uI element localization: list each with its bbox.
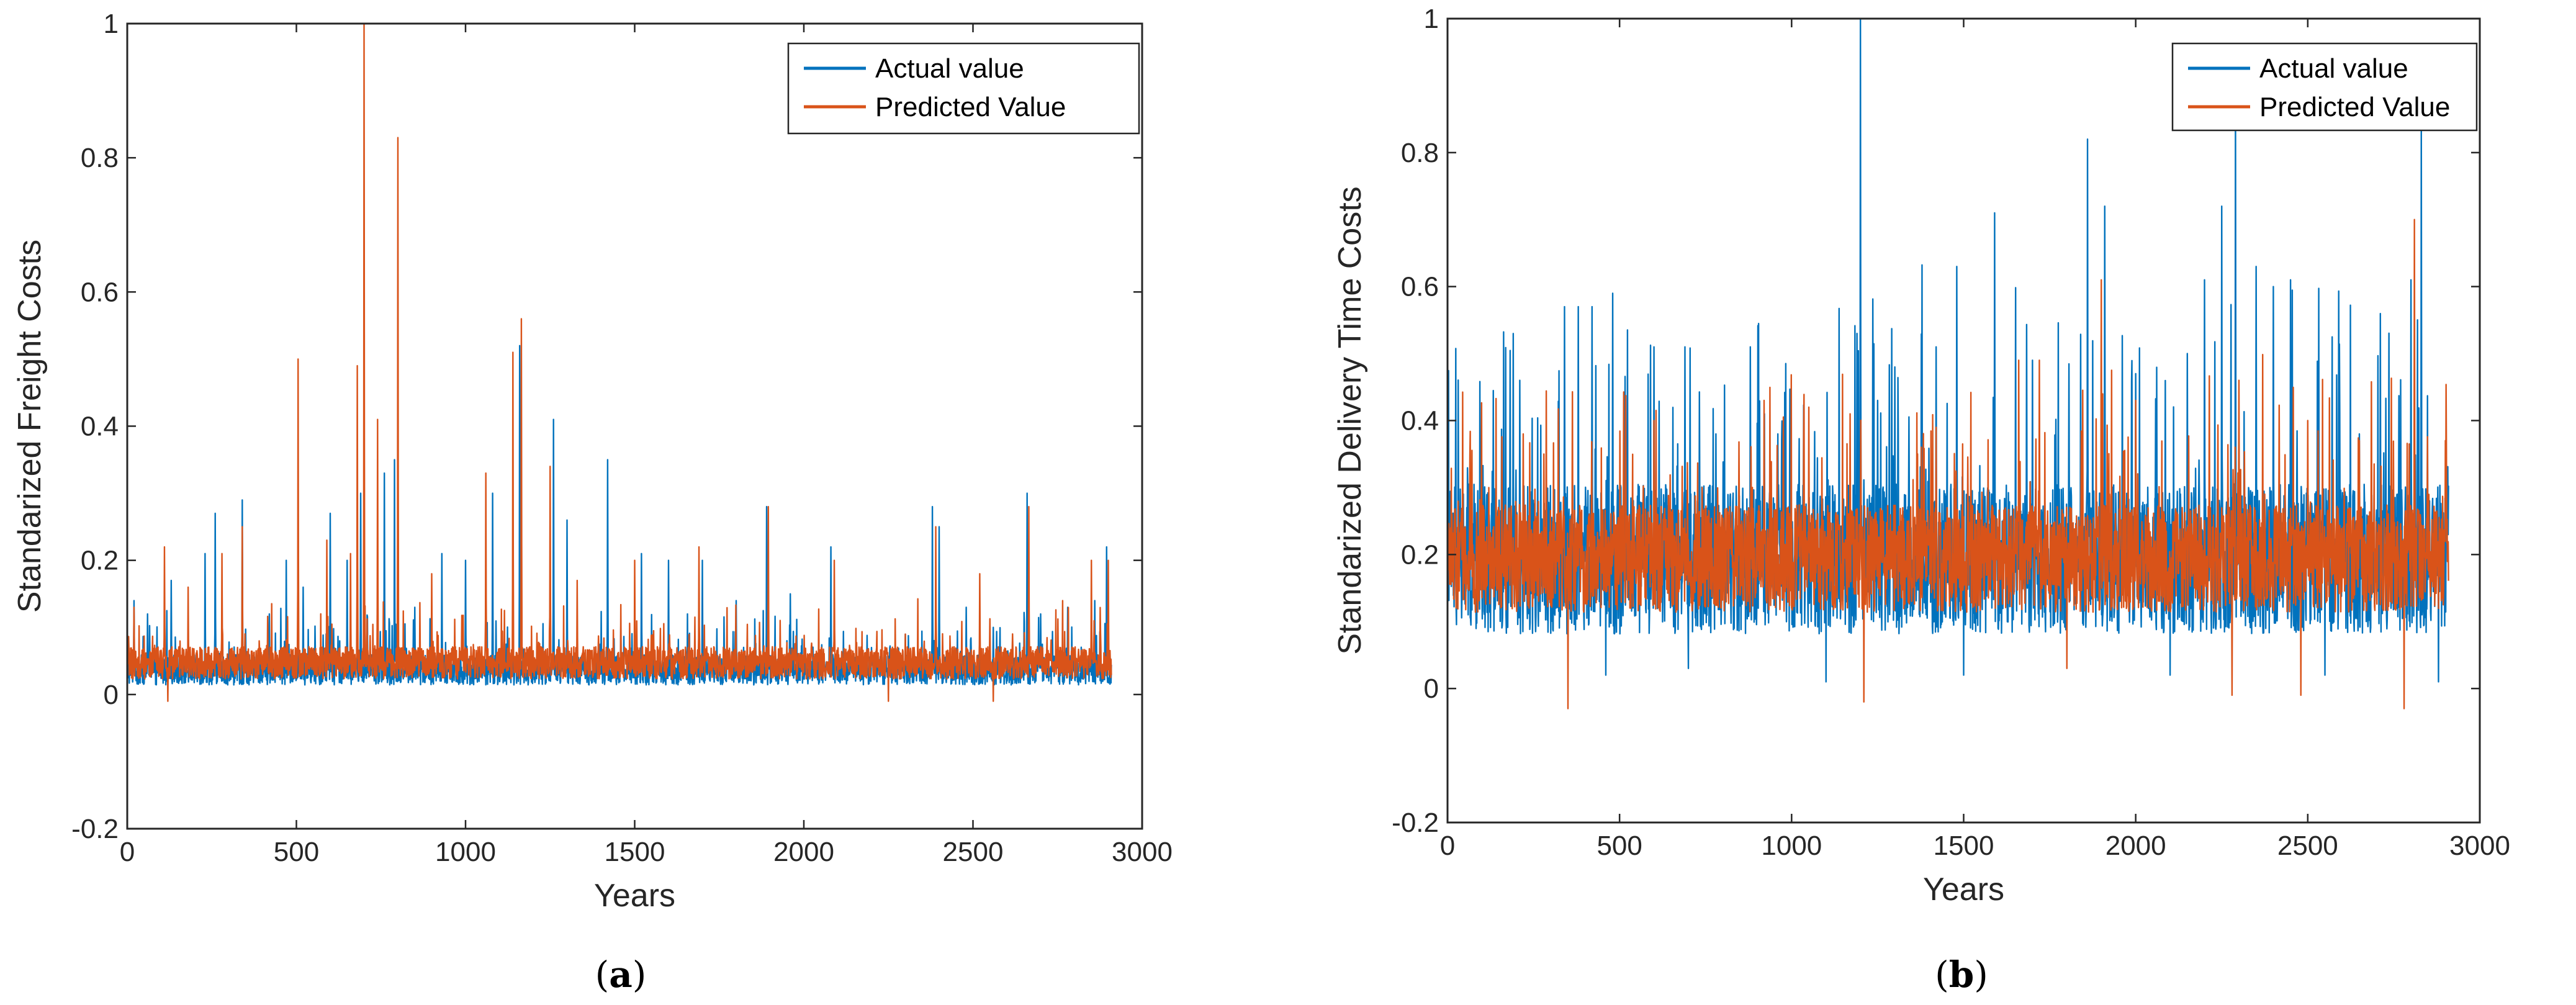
x-tick-label: 500 — [274, 837, 319, 867]
x-tick-label: 3000 — [1112, 837, 1173, 867]
y-tick-label: 0.4 — [81, 412, 119, 442]
y-tick-label: 0.6 — [1401, 272, 1439, 302]
y-tick-label: -0.2 — [71, 814, 119, 844]
chart-panel-b: 0 500 1000 1500 2000 2500 3000-0.200.20.40.60.… — [1332, 4, 2510, 996]
y-axis-label: Standarized Delivery Time Costs — [1332, 186, 1368, 654]
y-tick-label: 0.8 — [81, 143, 119, 173]
panel-caption: (a) — [595, 953, 647, 996]
y-tick-label: 1 — [104, 9, 119, 39]
legend-label-actual: Actual value — [875, 53, 1024, 84]
panel-caption-letter: a — [609, 953, 633, 996]
y-tick-label: 0 — [1424, 674, 1439, 704]
y-tick-label: -0.2 — [1392, 808, 1439, 838]
y-axis-label: Standarized Freight Costs — [12, 240, 48, 613]
x-tick-label: 1000 — [1761, 831, 1822, 861]
x-tick-label: 500 — [1596, 831, 1642, 861]
x-tick-label: 2000 — [773, 837, 834, 867]
x-tick-label: 0 — [1440, 831, 1455, 861]
panel-caption-letter: b — [1949, 953, 1975, 996]
y-tick-label: 0.8 — [1401, 138, 1439, 168]
series-line-predicted — [127, 24, 1112, 702]
x-tick-label: 2000 — [2105, 831, 2166, 861]
y-tick-label: 1 — [1424, 4, 1439, 34]
y-tick-label: 0.2 — [1401, 539, 1439, 570]
series-layer — [1448, 19, 2449, 710]
x-tick-label: 0 — [120, 837, 135, 867]
legend-box — [2171, 42, 2478, 132]
axis-ticks: 0 500 1000 1500 2000 2500 3000-0.200.20.40.60.… — [1392, 4, 2510, 861]
chart-panel-a: 0 500 1000 1500 2000 2500 3000-0.200.20.40.60.… — [12, 9, 1173, 996]
x-tick-label: 3000 — [2449, 831, 2510, 861]
y-tick-label: 0.4 — [1401, 406, 1439, 436]
x-tick-label: 1500 — [605, 837, 665, 867]
y-tick-label: 0.6 — [81, 277, 119, 307]
axis-ticks: 0 500 1000 1500 2000 2500 3000-0.200.20.40.60.… — [71, 9, 1173, 867]
legend: Actual value Predicted Value — [2171, 42, 2478, 132]
y-tick-label: 0.2 — [81, 546, 119, 576]
x-tick-label: 2500 — [943, 837, 1004, 867]
x-axis-label: Years — [1923, 872, 2004, 908]
legend: Actual value Predicted Value — [787, 42, 1140, 135]
panel-caption: (b) — [1935, 953, 1988, 996]
legend-label-predicted: Predicted Value — [875, 92, 1066, 122]
series-line-predicted — [1448, 219, 2449, 710]
legend-box — [787, 42, 1140, 135]
x-tick-label: 2500 — [2277, 831, 2338, 861]
y-tick-label: 0 — [104, 680, 119, 710]
series-layer — [127, 24, 1112, 702]
legend-label-predicted: Predicted Value — [2259, 92, 2450, 122]
x-axis-label: Years — [594, 878, 675, 914]
legend-label-actual: Actual value — [2259, 53, 2408, 84]
x-tick-label: 1500 — [1934, 831, 1994, 861]
x-tick-label: 1000 — [435, 837, 496, 867]
